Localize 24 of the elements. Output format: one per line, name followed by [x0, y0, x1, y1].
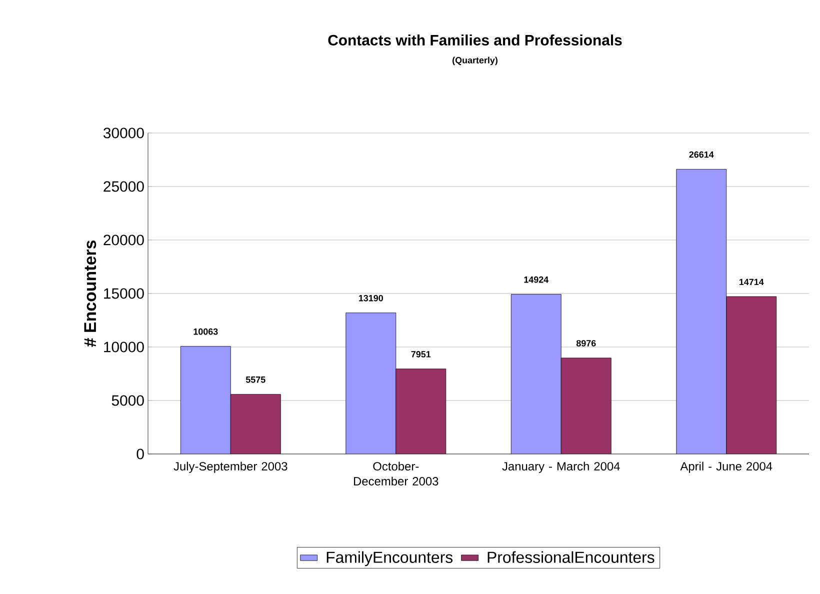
x-tick-label: October-December 2003 — [354, 462, 438, 486]
y-tick-label: 25000 — [104, 181, 144, 192]
data-label: 7951 — [411, 351, 431, 358]
chart-title: Contacts with Families and Professionals — [328, 34, 622, 46]
data-label: 26614 — [689, 151, 714, 158]
data-label: 8976 — [576, 340, 596, 346]
data-label: 14924 — [524, 276, 549, 283]
legend-label: ProfessionalEncounters — [488, 551, 654, 563]
x-tick-label: April - June 2004 — [680, 462, 772, 473]
y-tick-label: 10000 — [104, 342, 144, 352]
data-label: 5575 — [246, 376, 266, 383]
y-tick-label: 5000 — [112, 395, 144, 406]
chart-subtitle: (Quarterly) — [452, 56, 498, 66]
legend-label: FamilyEncounters — [326, 551, 453, 566]
y-tick-label: 0 — [136, 448, 144, 460]
y-tick-label: 30000 — [103, 128, 144, 138]
y-tick-label: 20000 — [104, 234, 144, 246]
data-label: 10063 — [194, 328, 218, 335]
data-label: 14714 — [739, 278, 764, 286]
y-axis-title: # Encounters — [84, 240, 96, 347]
x-tick-label: January - March 2004 — [502, 462, 620, 473]
y-tick-label: 15000 — [104, 288, 144, 299]
data-label: 13190 — [358, 294, 383, 302]
x-tick-label: July-September 2003 — [174, 462, 288, 473]
